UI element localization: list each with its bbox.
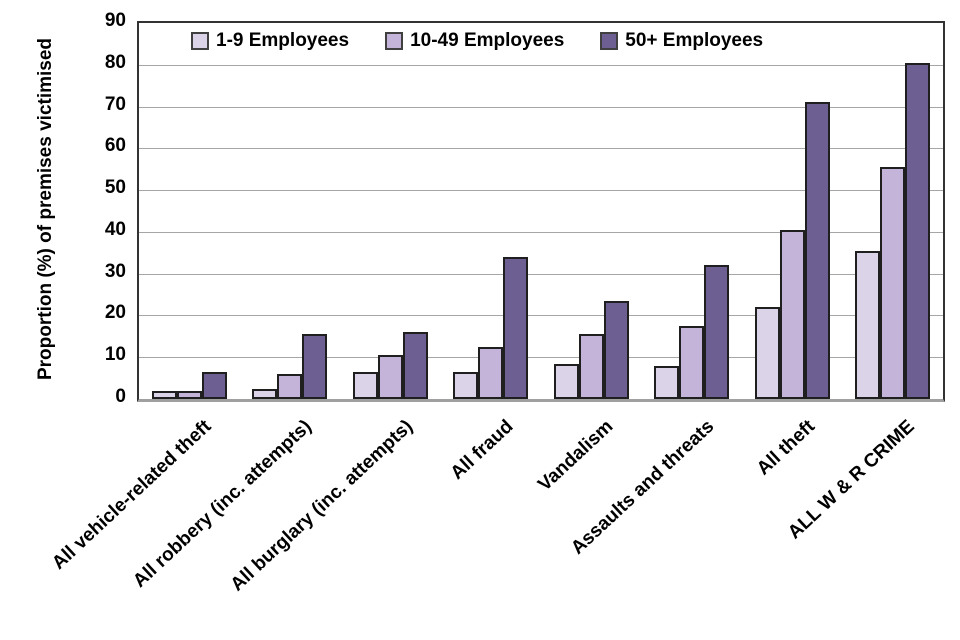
bar-10-49-employees-c1 <box>277 373 303 399</box>
bar-1-9-employees-c2 <box>352 371 378 399</box>
y-tick-label: 50 <box>104 177 126 199</box>
y-tick-label: 90 <box>104 10 126 31</box>
legend-label: 50+ Employees <box>625 30 764 51</box>
y-tick-label: 30 <box>104 260 126 282</box>
legend-swatch-icon <box>385 32 404 50</box>
bar-1-9-employees-c1 <box>252 388 278 399</box>
bar-1-9-employees-c4 <box>553 363 579 399</box>
x-category-label: All vehicle-related theft <box>48 416 216 574</box>
bar-50-employees-c5 <box>704 265 730 399</box>
gridline <box>139 357 943 359</box>
bar-10-49-employees-c0 <box>176 390 202 399</box>
bar-1-9-employees-c6 <box>754 307 780 399</box>
y-tick-label: 70 <box>104 93 126 115</box>
y-tick-label: 80 <box>104 51 126 73</box>
bar-50-employees-c2 <box>402 332 428 399</box>
bar-50-employees-c1 <box>302 334 328 399</box>
y-tick-label: 40 <box>104 218 126 240</box>
bar-10-49-employees-c2 <box>377 355 403 399</box>
y-tick-label: 60 <box>104 135 126 157</box>
gridline <box>139 190 943 192</box>
gridline <box>139 106 943 108</box>
y-tick-label: 10 <box>104 344 126 366</box>
bar-50-employees-c6 <box>804 102 830 399</box>
legend-item: 1-9 Employees <box>191 30 349 52</box>
legend-item: 10-49 Employees <box>385 30 564 52</box>
gridline <box>139 315 943 317</box>
bar-10-49-employees-c5 <box>679 325 705 399</box>
bar-1-9-employees-c3 <box>453 371 479 399</box>
bar-10-49-employees-c4 <box>578 334 604 399</box>
y-tick-label: 20 <box>104 302 126 324</box>
legend: 1-9 Employees 10-49 Employees 50+ Employee… <box>191 30 763 52</box>
y-tick-label: 0 <box>115 386 126 407</box>
bar-50-employees-c4 <box>603 300 629 399</box>
y-axis-title: Proportion (%) of premises victimised <box>35 37 56 381</box>
legend-item: 50+ Employees <box>600 30 763 52</box>
legend-swatch-icon <box>191 32 209 50</box>
legend-label: 10-49 Employees <box>410 30 565 51</box>
x-category-label: All robbery (inc. attempts) <box>129 416 317 592</box>
bar-10-49-employees-c6 <box>779 229 805 399</box>
gridline <box>139 231 943 233</box>
x-category-label: Vandalism <box>534 416 618 496</box>
gridline <box>139 273 943 275</box>
bar-50-employees-c0 <box>201 371 227 399</box>
legend-swatch-icon <box>600 32 619 50</box>
gridline <box>139 64 943 66</box>
bar-10-49-employees-c7 <box>880 167 906 399</box>
plot-area: 1-9 Employees 10-49 Employees 50+ Employee… <box>137 21 945 402</box>
bar-1-9-employees-c0 <box>151 390 177 399</box>
gridline <box>139 148 943 150</box>
legend-label: 1-9 Employees <box>216 30 350 51</box>
x-category-label: All theft <box>752 416 819 480</box>
bar-50-employees-c7 <box>905 62 931 399</box>
bar-1-9-employees-c5 <box>654 365 680 399</box>
x-category-label: All fraud <box>446 416 518 484</box>
x-category-label: All burglary (inc. attempts) <box>226 416 417 596</box>
bar-50-employees-c3 <box>503 256 529 399</box>
bar-10-49-employees-c3 <box>478 346 504 399</box>
bar-1-9-employees-c7 <box>855 250 881 399</box>
